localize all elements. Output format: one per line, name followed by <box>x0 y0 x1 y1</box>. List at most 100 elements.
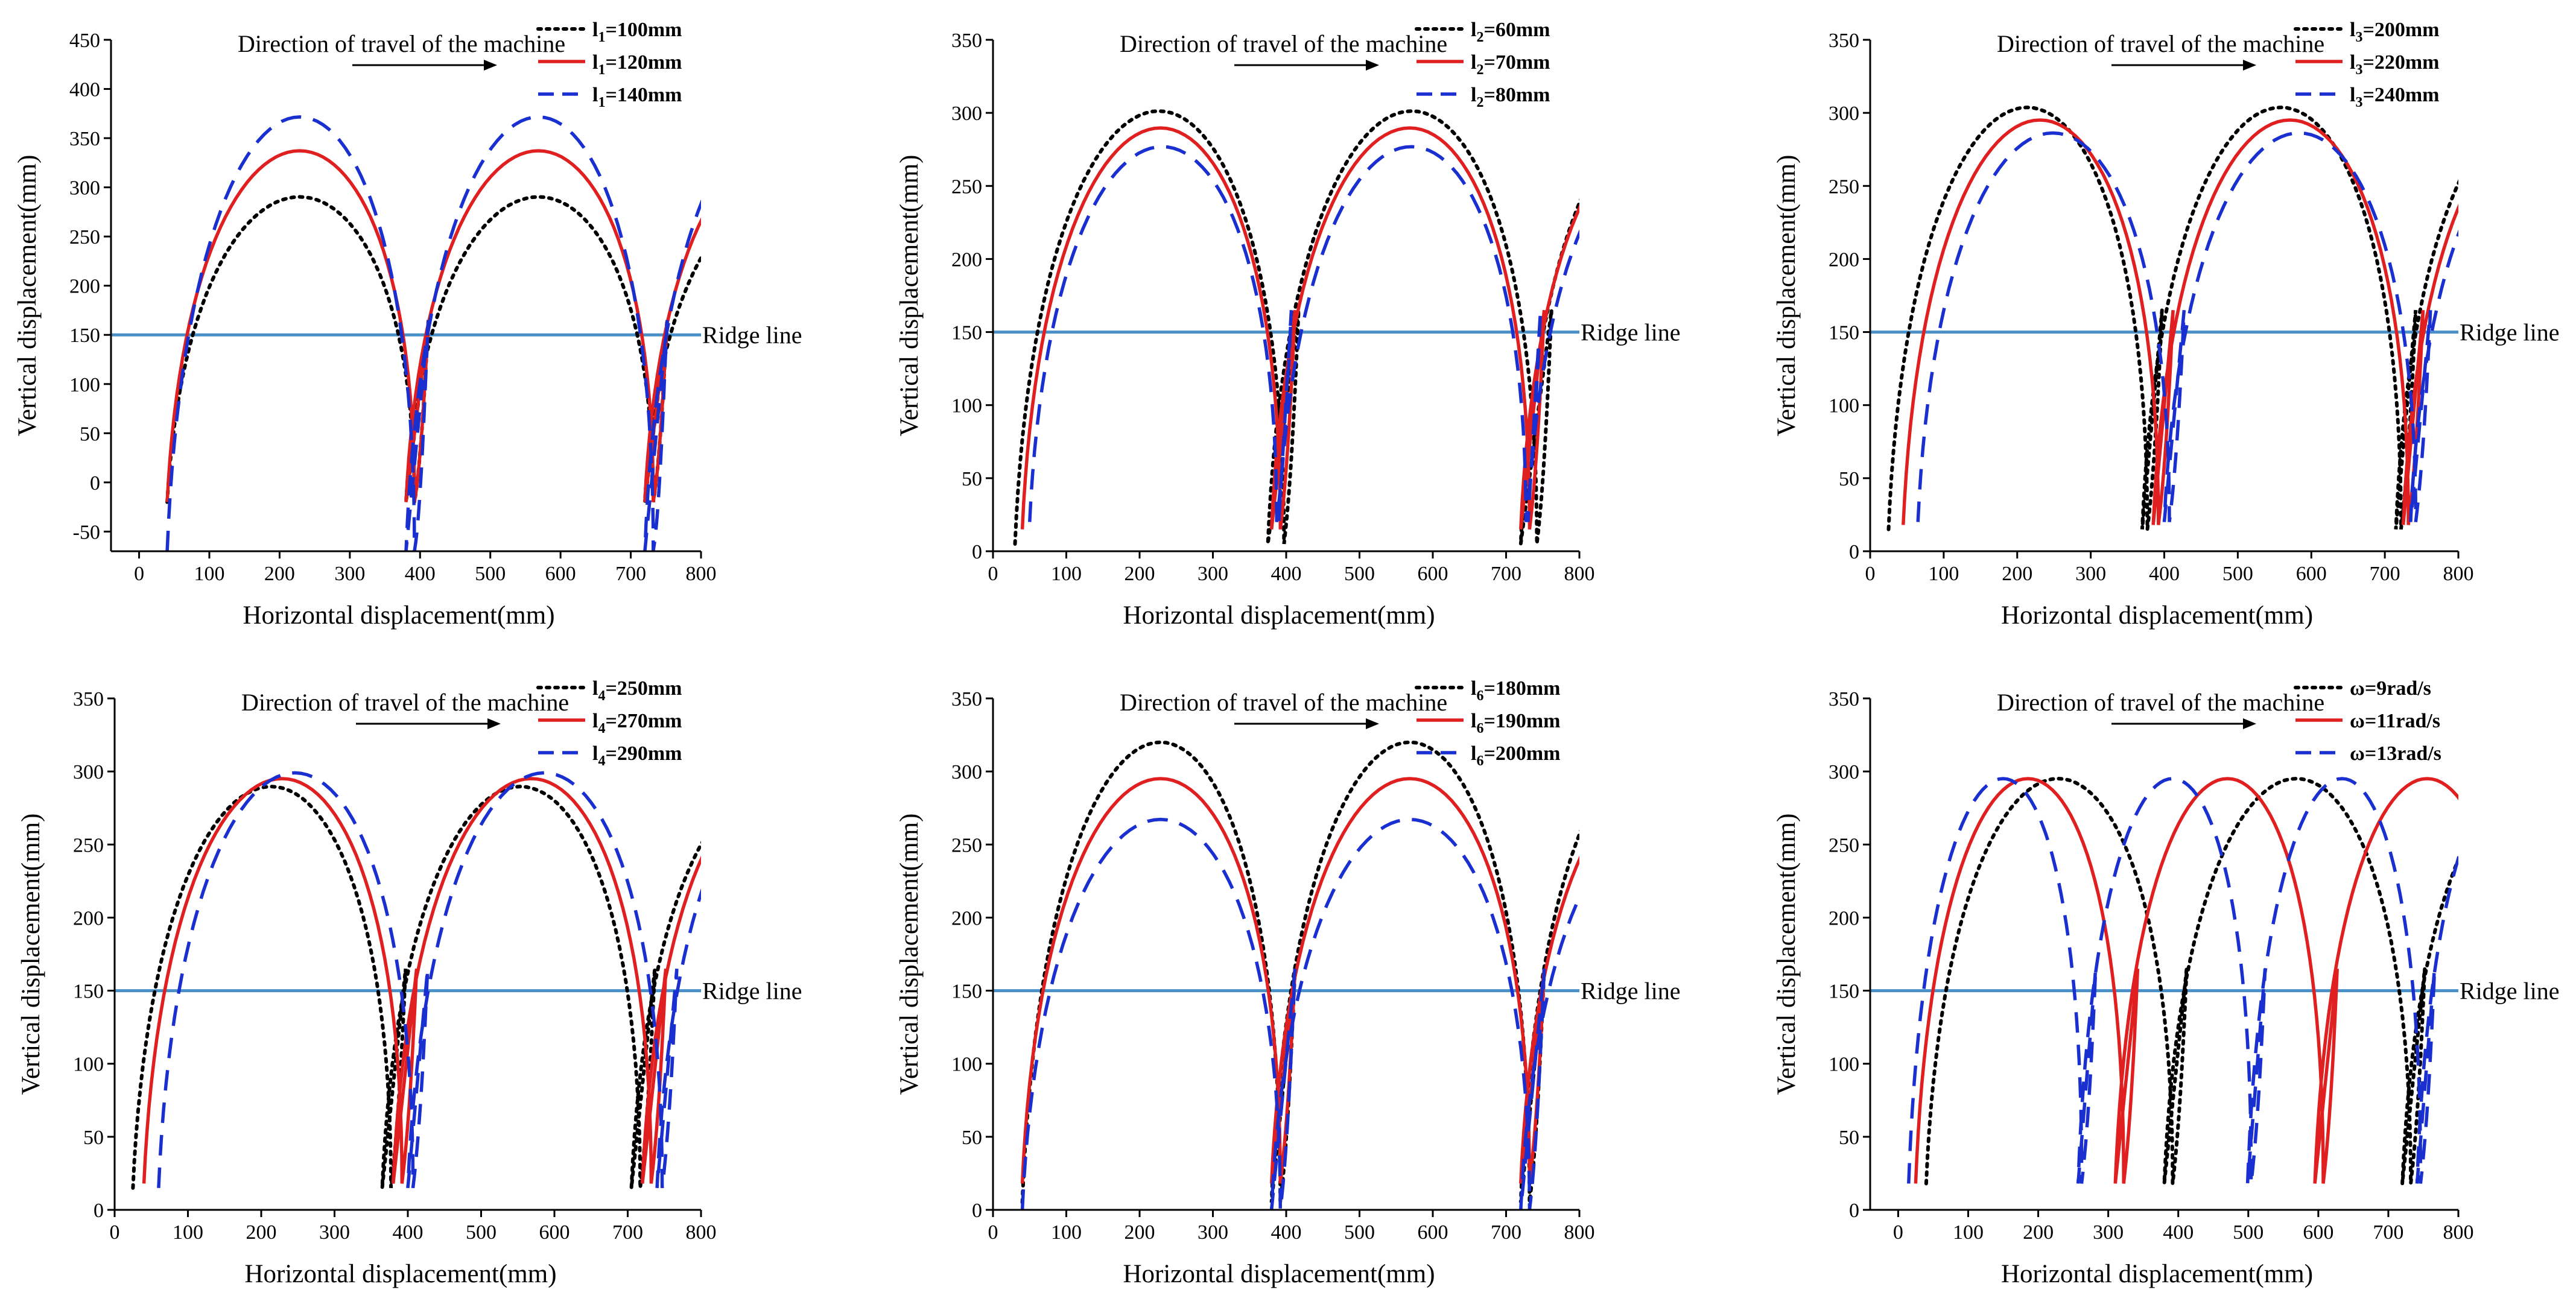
x-tick-label: 0 <box>988 1221 998 1244</box>
arrow-head <box>1366 60 1379 71</box>
series-curve-1 <box>1013 109 1579 546</box>
legend-entry: l1=100mm <box>592 19 682 45</box>
x-tick-label: 0 <box>1865 563 1876 585</box>
y-axis-title: Vertical displacement(mm) <box>895 814 924 1095</box>
y-tick-label: 0 <box>90 472 100 495</box>
series-curve-1 <box>131 785 701 1190</box>
y-tick-label: 300 <box>1829 761 1859 783</box>
ridge-label: Ridge line <box>702 978 802 1005</box>
x-tick-label: 400 <box>1271 563 1302 585</box>
y-tick-label: 0 <box>1849 541 1859 563</box>
x-tick-label: 800 <box>2443 563 2474 585</box>
x-tick-label: 300 <box>1198 1221 1228 1244</box>
x-tick-label: 100 <box>173 1221 203 1244</box>
x-axis-title: Horizontal displacement(mm) <box>1123 1260 1435 1288</box>
legend-entry: l6=200mm <box>1471 742 1560 769</box>
x-tick-label: 200 <box>1125 563 1155 585</box>
ridge-label: Ridge line <box>702 321 802 349</box>
x-tick-label: 800 <box>686 1221 717 1244</box>
y-tick-label: 50 <box>962 1127 982 1149</box>
legend-entry: l4=290mm <box>592 742 682 769</box>
x-tick-label: 700 <box>2373 1221 2403 1244</box>
y-tick-label: 150 <box>1829 981 1859 1003</box>
y-tick-label: 300 <box>69 177 100 200</box>
legend-entry: l1=120mm <box>592 51 682 78</box>
y-tick-label: 100 <box>73 1054 104 1076</box>
y-tick-label: 50 <box>1839 1127 1859 1149</box>
series-curve-2 <box>1020 126 1579 530</box>
y-tick-label: 350 <box>1829 30 1859 52</box>
series-curve-1 <box>1020 740 1579 1204</box>
y-tick-label: 350 <box>69 128 100 150</box>
series-curve-2 <box>165 149 701 502</box>
ridge-label: Ridge line <box>2460 319 2560 346</box>
y-tick-label: 350 <box>1829 688 1859 710</box>
x-tick-label: 100 <box>1051 1221 1082 1244</box>
x-tick-label: 500 <box>1344 563 1375 585</box>
y-axis-title: Vertical displacement(mm) <box>1772 155 1801 437</box>
x-tick-label: 700 <box>615 563 646 585</box>
y-tick-label: 0 <box>1849 1200 1859 1222</box>
y-tick-label: 450 <box>69 30 100 52</box>
y-tick-label: 50 <box>962 468 982 490</box>
series-curve-3 <box>1020 817 1579 1210</box>
direction-label: Direction of travel of the machine <box>241 689 569 716</box>
y-tick-label: 100 <box>1829 1054 1859 1076</box>
x-tick-label: 800 <box>686 563 717 585</box>
arrow-head <box>1366 718 1379 729</box>
y-tick-label: 100 <box>951 395 982 417</box>
x-tick-label: 200 <box>1125 1221 1155 1244</box>
x-tick-label: 200 <box>2002 563 2032 585</box>
x-tick-label: 300 <box>1198 563 1228 585</box>
y-tick-label: 200 <box>1829 907 1859 929</box>
y-axis-title: Vertical displacement(mm) <box>17 814 45 1095</box>
y-tick-label: 350 <box>73 688 104 710</box>
y-tick-label: 100 <box>69 374 100 396</box>
ridge-label: Ridge line <box>1581 978 1681 1005</box>
series-curve-2 <box>142 777 701 1184</box>
x-tick-label: 0 <box>134 563 144 585</box>
y-axis-title: Vertical displacement(mm) <box>13 155 42 437</box>
arrow-head <box>2243 60 2256 71</box>
x-tick-label: 500 <box>466 1221 496 1244</box>
y-tick-label: 200 <box>69 276 100 298</box>
x-tick-label: 400 <box>2163 1221 2194 1244</box>
arrow-head <box>487 718 501 729</box>
x-tick-label: 100 <box>1953 1221 1984 1244</box>
y-tick-label: 300 <box>951 103 982 125</box>
x-tick-label: 400 <box>393 1221 424 1244</box>
legend-entry: l2=80mm <box>1471 84 1550 110</box>
x-tick-label: 0 <box>110 1221 120 1244</box>
y-tick-label: 250 <box>73 834 104 856</box>
series-curve-3 <box>1028 145 1579 522</box>
legend-entry: l3=200mm <box>2350 19 2439 45</box>
legend-entry: l3=220mm <box>2350 51 2439 78</box>
y-axis-title: Vertical displacement(mm) <box>1772 814 1801 1095</box>
y-tick-label: 100 <box>1829 395 1859 417</box>
x-axis-title: Horizontal displacement(mm) <box>1123 601 1435 630</box>
y-tick-label: 0 <box>972 541 982 563</box>
ridge-label: Ridge line <box>2460 978 2560 1005</box>
y-tick-label: 300 <box>73 761 104 783</box>
y-tick-label: 0 <box>94 1200 104 1222</box>
legend-entry: l4=270mm <box>592 710 682 736</box>
x-tick-label: 600 <box>545 563 576 585</box>
x-tick-label: 100 <box>194 563 225 585</box>
x-tick-label: 600 <box>2296 563 2327 585</box>
y-tick-label: 250 <box>951 176 982 198</box>
x-tick-label: 800 <box>1564 563 1595 585</box>
y-tick-label: 200 <box>951 907 982 929</box>
y-tick-label: 150 <box>73 981 104 1003</box>
legend-entry: ω=13rad/s <box>2350 742 2441 765</box>
series-curve-2 <box>1020 777 1579 1184</box>
x-tick-label: 100 <box>1051 563 1082 585</box>
series-curve-3 <box>1916 131 2458 522</box>
y-tick-label: -50 <box>73 521 100 543</box>
y-tick-label: 250 <box>69 226 100 248</box>
y-tick-label: 250 <box>1829 834 1859 856</box>
